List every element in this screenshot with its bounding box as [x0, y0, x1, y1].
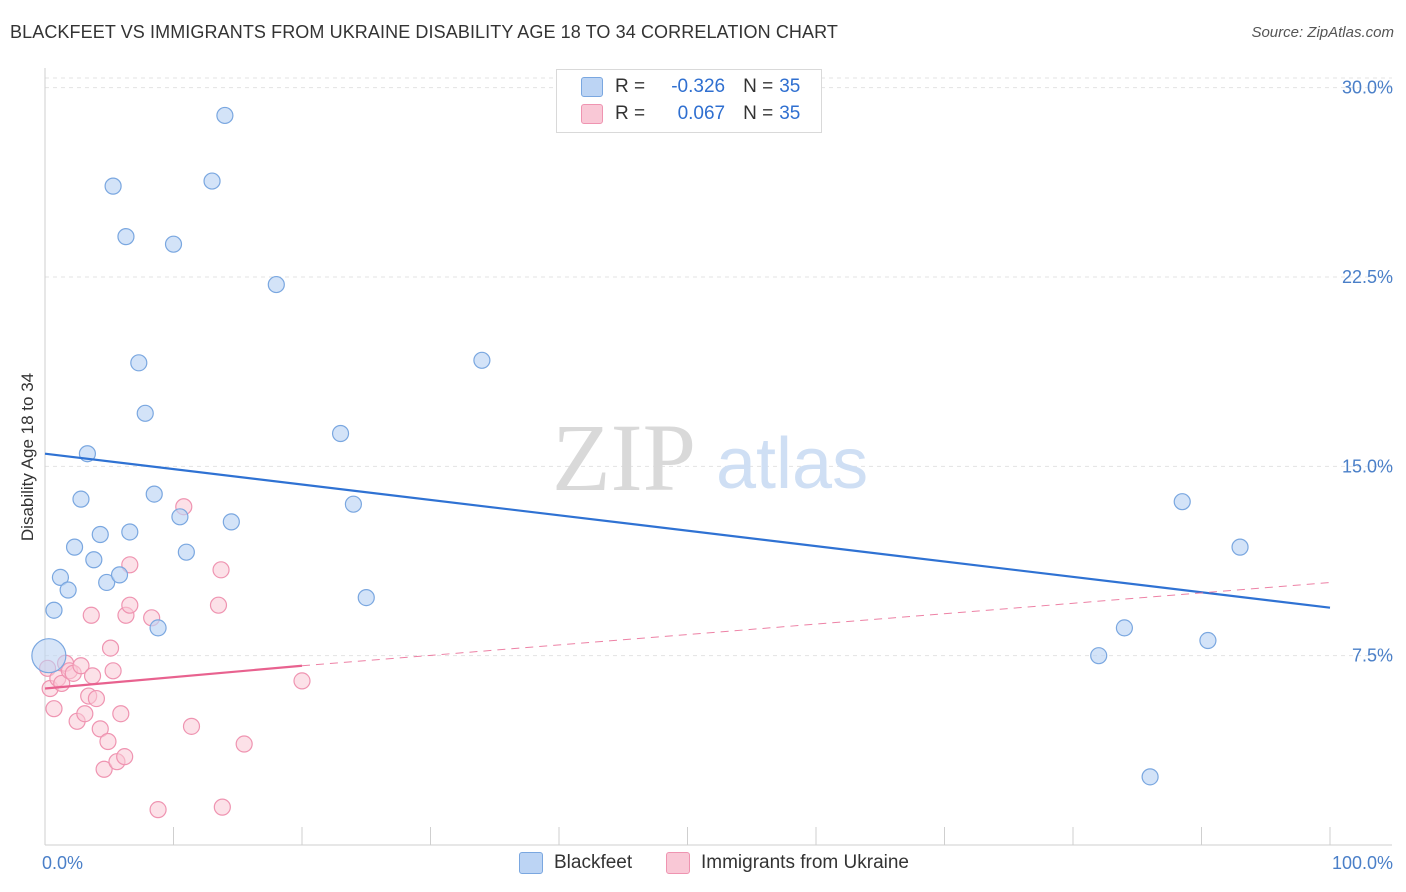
ukraine-point	[182, 717, 201, 735]
blackfeet-point	[1090, 647, 1108, 665]
grid-layer	[45, 77, 1392, 657]
ukraine-point	[293, 672, 311, 690]
blackfeet-point	[117, 228, 135, 246]
blackfeet-point	[98, 573, 116, 592]
ukraine-trendline-extended	[301, 581, 1331, 667]
ukraine-point	[76, 705, 94, 723]
ukraine-point	[112, 705, 130, 723]
legend-r-value: 0.067	[677, 103, 726, 124]
blackfeet-point	[91, 525, 109, 544]
blackfeet-point	[164, 235, 183, 253]
axes-layer	[44, 68, 1392, 846]
ukraine-point	[91, 720, 109, 738]
blackfeet-point	[51, 568, 70, 587]
ukraine-point	[82, 606, 100, 624]
ukraine-point	[121, 596, 139, 614]
ukraine-point	[101, 639, 120, 657]
legend-item-ukraine: Immigrants from Ukraine	[666, 852, 909, 874]
blackfeet-point	[177, 543, 195, 561]
ukraine-point	[72, 657, 90, 675]
blackfeet-point	[1115, 619, 1134, 637]
blackfeet-point	[203, 172, 221, 190]
ukraine-point	[235, 735, 253, 753]
blackfeet-trendline	[44, 452, 1331, 609]
blackfeet-point	[357, 589, 375, 607]
blackfeet-series	[31, 106, 1249, 786]
legend-r-value: -0.326	[671, 76, 726, 97]
ukraine-point	[45, 700, 63, 718]
legend-n-label: N =	[743, 76, 774, 97]
ukraine-point	[121, 556, 139, 574]
ukraine-point	[212, 561, 230, 579]
blackfeet-point	[267, 275, 285, 294]
ukraine-point	[87, 689, 106, 708]
legend-n-value: 35	[779, 103, 801, 124]
x-tick-label: 100.0%	[1332, 853, 1393, 873]
y-tick-label: 22.5%	[1342, 267, 1393, 287]
legend-item-blackfeet: Blackfeet	[519, 852, 632, 874]
blackfeet-point	[65, 538, 84, 556]
blackfeet-point	[31, 638, 67, 674]
legend-n-label: N =	[743, 103, 774, 124]
watermark: ZIP atlas	[552, 404, 868, 511]
blackfeet-point	[331, 424, 350, 443]
blackfeet-point	[72, 490, 90, 508]
ukraine-point	[149, 801, 167, 819]
blackfeet-point	[59, 581, 77, 599]
ukraine-point	[104, 662, 122, 680]
series-legend: Blackfeet Immigrants from Ukraine	[0, 852, 1406, 878]
legend-r-label: R =	[615, 103, 646, 124]
blackfeet-point	[104, 177, 122, 195]
correlation-legend: R = -0.326 N = 35 R = 0.067 N = 35	[556, 69, 822, 133]
ukraine-swatch	[581, 104, 603, 124]
blackfeet-point	[222, 513, 240, 531]
y-tick-label: 7.5%	[1352, 646, 1393, 666]
blackfeet-point	[110, 566, 129, 584]
blackfeet-legend-swatch	[519, 852, 543, 874]
blackfeet-point	[130, 354, 148, 372]
blackfeet-point	[473, 351, 491, 369]
legend-row-blackfeet: R = -0.326 N = 35	[581, 74, 800, 100]
chart-title: BLACKFEET VS IMMIGRANTS FROM UKRAINE DIS…	[10, 22, 838, 42]
watermark-zip: ZIP	[552, 404, 696, 511]
trend-layer	[44, 452, 1331, 690]
blackfeet-swatch	[581, 77, 603, 97]
y-tick-label: 15.0%	[1342, 456, 1393, 476]
ukraine-point	[209, 596, 228, 614]
blackfeet-point	[1199, 631, 1217, 650]
ukraine-point	[99, 732, 117, 751]
blackfeet-point	[1173, 493, 1191, 511]
ukraine-point	[83, 667, 102, 685]
blackfeet-point	[216, 106, 234, 125]
watermark-atlas: atlas	[716, 424, 868, 504]
ukraine-point	[95, 760, 113, 778]
blackfeet-point	[85, 551, 103, 569]
ukraine-legend-swatch	[666, 852, 690, 874]
blackfeet-point	[121, 523, 139, 541]
tick-labels: 7.5% 15.0% 22.5% 30.0% 0.0% 100.0%	[42, 78, 1393, 873]
ukraine-point	[116, 748, 134, 766]
legend-n-value: 35	[779, 76, 801, 97]
blackfeet-point	[145, 485, 163, 503]
blackfeet-point	[171, 508, 189, 526]
blackfeet-point	[344, 495, 362, 513]
legend-label-blackfeet: Blackfeet	[554, 852, 633, 873]
blackfeet-point	[149, 619, 167, 637]
source-label: Source: ZipAtlas.com	[1251, 24, 1394, 41]
x-tick-label: 0.0%	[42, 853, 83, 873]
y-tick-label: 30.0%	[1342, 78, 1393, 98]
ukraine-trendline	[44, 664, 303, 690]
blackfeet-point	[1231, 538, 1249, 556]
y-axis-label: Disability Age 18 to 34	[18, 373, 37, 541]
legend-label-ukraine: Immigrants from Ukraine	[701, 852, 909, 873]
blackfeet-point	[1141, 768, 1159, 786]
legend-row-ukraine: R = 0.067 N = 35	[581, 101, 800, 127]
ukraine-point	[213, 798, 231, 816]
blackfeet-point	[45, 601, 63, 619]
blackfeet-point	[136, 404, 154, 422]
legend-r-label: R =	[615, 76, 646, 97]
